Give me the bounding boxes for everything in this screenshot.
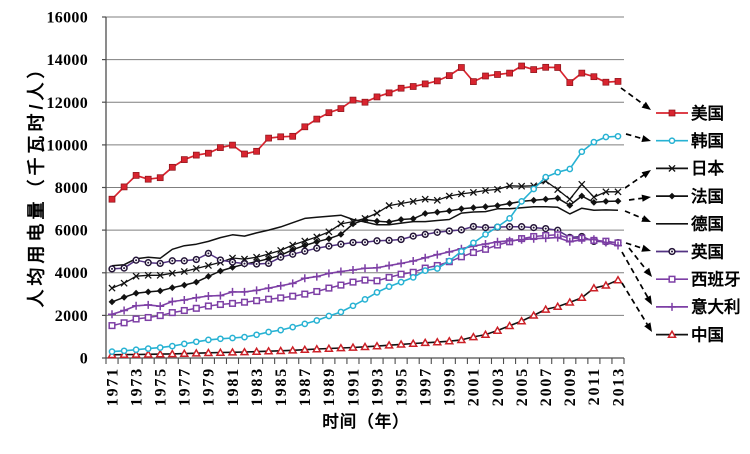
svg-text:2011: 2011: [586, 367, 603, 405]
svg-text:1985: 1985: [273, 367, 290, 406]
svg-text:美国: 美国: [691, 103, 724, 123]
svg-text:时间（年）: 时间（年）: [322, 411, 410, 431]
svg-text:14000: 14000: [47, 52, 89, 69]
svg-text:中国: 中国: [691, 324, 724, 344]
svg-text:1993: 1993: [369, 367, 386, 406]
svg-text:2007: 2007: [538, 367, 555, 406]
svg-text:意大利: 意大利: [691, 297, 741, 317]
svg-text:1989: 1989: [321, 367, 338, 406]
svg-text:2000: 2000: [55, 308, 88, 325]
svg-text:日本: 日本: [691, 158, 725, 178]
svg-text:1977: 1977: [177, 367, 194, 406]
svg-text:德国: 德国: [691, 214, 724, 234]
svg-text:法国: 法国: [691, 186, 724, 206]
svg-text:1979: 1979: [201, 367, 218, 406]
svg-text:1971: 1971: [104, 367, 121, 406]
svg-text:1981: 1981: [225, 367, 242, 406]
svg-text:1995: 1995: [393, 367, 410, 406]
svg-text:1973: 1973: [128, 367, 145, 406]
svg-text:6000: 6000: [55, 223, 88, 240]
svg-text:英国: 英国: [691, 241, 724, 261]
svg-text:1983: 1983: [249, 367, 266, 406]
svg-text:16000: 16000: [47, 10, 89, 27]
svg-text:1999: 1999: [442, 367, 459, 406]
svg-text:人均用电量（千瓦时/人）: 人均用电量（千瓦时/人）: [26, 57, 47, 308]
svg-text:西班牙: 西班牙: [691, 270, 741, 289]
svg-text:韩国: 韩国: [691, 131, 724, 151]
svg-text:2001: 2001: [466, 367, 483, 406]
svg-text:8000: 8000: [55, 180, 88, 197]
svg-text:1987: 1987: [297, 367, 314, 406]
svg-text:10000: 10000: [47, 137, 89, 154]
svg-text:2013: 2013: [610, 367, 627, 406]
svg-text:2003: 2003: [490, 367, 507, 406]
svg-text:12000: 12000: [47, 95, 89, 112]
svg-text:2009: 2009: [562, 367, 579, 406]
svg-text:1975: 1975: [153, 367, 170, 406]
svg-text:2005: 2005: [514, 367, 531, 406]
svg-text:4000: 4000: [55, 265, 88, 282]
svg-text:1997: 1997: [418, 367, 435, 406]
svg-text:0: 0: [80, 351, 88, 368]
svg-text:1991: 1991: [345, 367, 362, 406]
